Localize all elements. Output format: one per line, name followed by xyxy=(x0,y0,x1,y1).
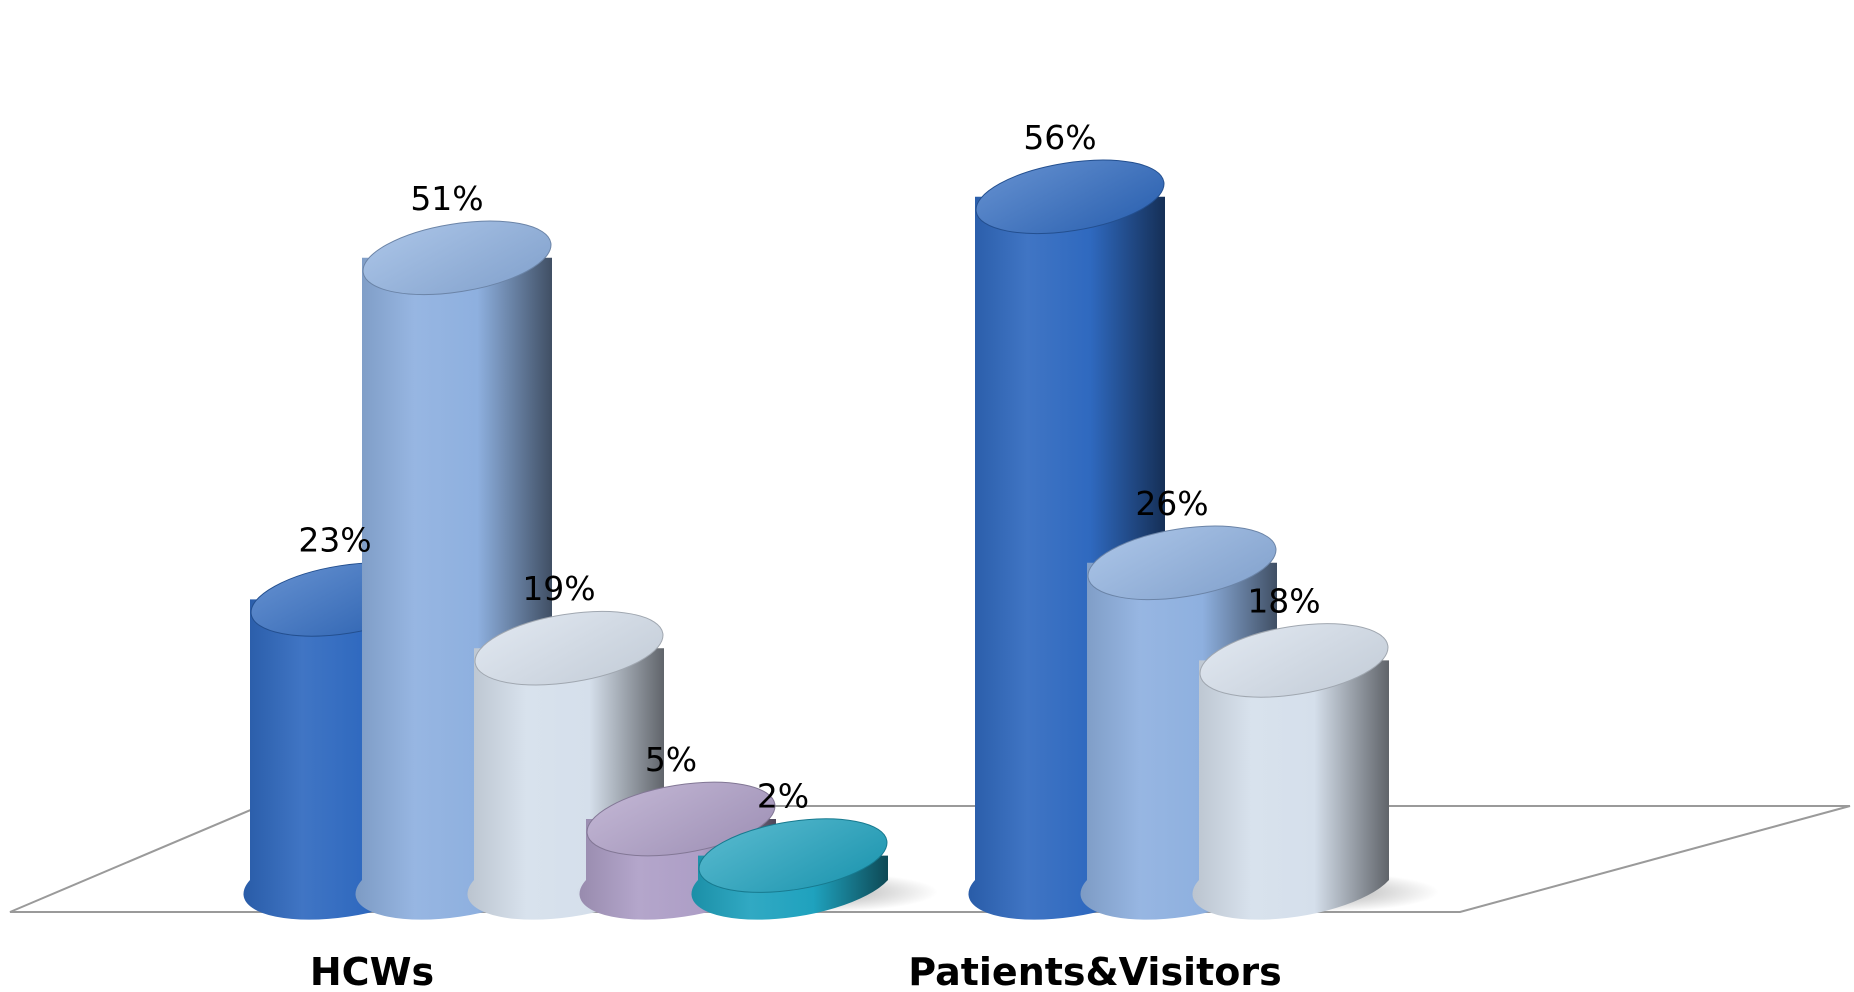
bar-top xyxy=(975,159,1165,235)
value-label: 5% xyxy=(645,740,697,779)
category-label-2: Patients&Visitors xyxy=(908,950,1281,992)
bar-top xyxy=(474,610,664,686)
bar-top xyxy=(1087,525,1277,601)
value-label: 26% xyxy=(1135,484,1208,523)
bar-top xyxy=(362,220,552,296)
category-label-1: HCWs xyxy=(310,950,434,992)
value-label: 18% xyxy=(1247,581,1320,620)
bar-body xyxy=(1192,660,1389,920)
value-label: 51% xyxy=(410,179,483,218)
bar-top xyxy=(698,818,888,893)
bar-top xyxy=(1199,623,1389,698)
value-label: 19% xyxy=(522,569,595,608)
bars-layer xyxy=(240,159,1439,920)
bar-patients-visitors-3 xyxy=(1189,623,1439,920)
value-labels: 23% 51% 19% 5% 2% 56% 26% 18% xyxy=(298,118,1320,816)
value-label: 56% xyxy=(1023,118,1096,157)
bar-top xyxy=(586,781,776,857)
value-label: 23% xyxy=(298,520,371,559)
bar-hcws-5 xyxy=(688,818,938,920)
value-label: 2% xyxy=(757,777,809,816)
category-labels: HCWs Patients&Visitors xyxy=(310,950,1282,992)
